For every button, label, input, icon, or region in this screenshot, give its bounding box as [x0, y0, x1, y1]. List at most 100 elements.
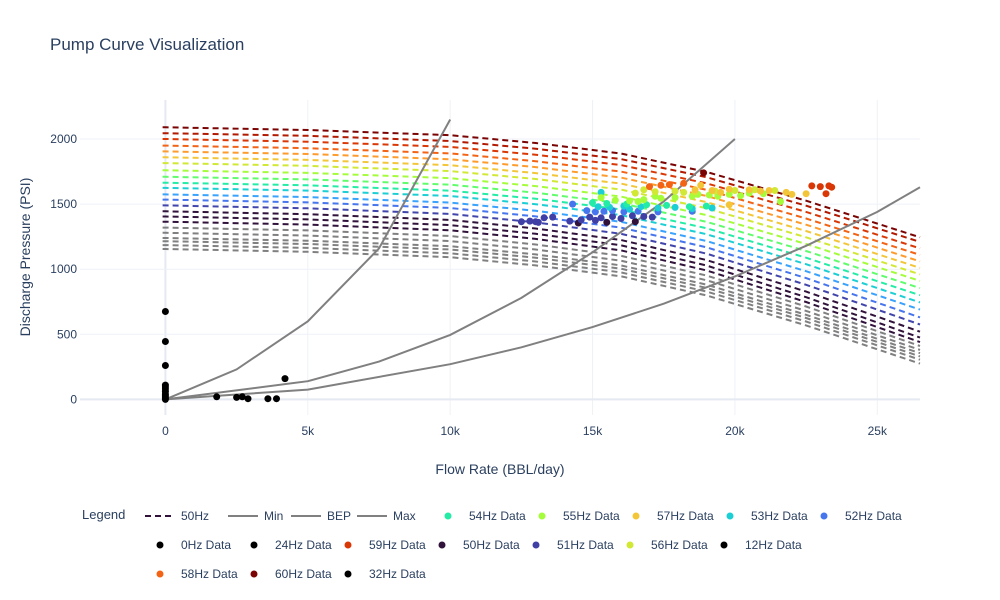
data-point-55hz-data: [640, 196, 648, 204]
pump-curve-42hz: [162, 237, 921, 355]
legend-item[interactable]: 58Hz Data: [156, 567, 239, 581]
pump-curve-51hz: [162, 186, 921, 304]
data-point-51hz-data: [591, 216, 599, 224]
operating-lines-layer: [165, 119, 921, 401]
data-point-58hz-data: [657, 181, 665, 189]
pump-curve-52hz: [162, 181, 921, 297]
data-point-55hz-data: [657, 194, 665, 202]
legend-item[interactable]: 55Hz Data: [538, 509, 621, 523]
data-point-24hz-data: [213, 393, 221, 401]
data-point-59hz-data: [828, 183, 836, 191]
data-point-56hz-data: [771, 187, 779, 194]
pump-curve-46hz: [162, 215, 921, 339]
legend-label: 50Hz: [181, 509, 209, 523]
pump-curve-61hz: [162, 126, 921, 239]
legend-label: 58Hz Data: [181, 567, 238, 581]
legend-marker: [438, 541, 446, 549]
data-point-59hz-data: [822, 190, 830, 198]
data-point-56hz-data: [640, 186, 648, 194]
legend-item[interactable]: 0Hz Data: [156, 538, 232, 552]
data-point-57hz-data: [802, 190, 810, 198]
legend-marker: [720, 541, 728, 549]
data-point-51hz-data: [597, 214, 605, 222]
legend-item[interactable]: 56Hz Data: [626, 538, 709, 552]
y-tick-label: 1500: [50, 197, 77, 211]
legend-item[interactable]: 53Hz Data: [726, 509, 809, 523]
data-point-55hz-data: [671, 194, 679, 202]
x-tick-label: 5k: [301, 424, 315, 438]
x-axis-title: Flow Rate (BBL/day): [435, 461, 564, 477]
legend-item[interactable]: 50Hz: [145, 509, 209, 523]
pump-curve-50hz: [162, 193, 921, 311]
data-point-51hz-data: [526, 217, 534, 225]
data-point-0hz-data: [161, 381, 169, 389]
data-point-24hz-data: [238, 393, 246, 401]
legend-marker: [250, 570, 258, 578]
data-point-56hz-data: [680, 188, 688, 196]
legend-item[interactable]: 32Hz Data: [344, 567, 427, 581]
legend-label: 0Hz Data: [181, 538, 231, 552]
chart-title: Pump Curve Visualization: [50, 35, 244, 54]
data-point-51hz-data: [566, 217, 574, 225]
data-point-50hz-data: [603, 218, 611, 226]
legend-label: 12Hz Data: [745, 538, 802, 552]
data-point-56hz-data: [731, 187, 739, 194]
legend-label: 57Hz Data: [657, 509, 714, 523]
data-point-59hz-data: [816, 183, 824, 191]
legend-item[interactable]: 59Hz Data: [344, 538, 427, 552]
legend-marker: [344, 541, 352, 549]
legend-item[interactable]: 60Hz Data: [250, 567, 333, 581]
data-point-58hz-data: [646, 183, 653, 191]
pump-curve-56hz: [162, 156, 921, 269]
pump-curve-39hz: [162, 248, 921, 365]
legend-item[interactable]: 51Hz Data: [532, 538, 615, 552]
legend-marker: [532, 541, 540, 549]
pump-curve-58hz: [162, 144, 921, 256]
legend-marker: [156, 570, 164, 578]
y-axis-title: Discharge Pressure (PSI): [17, 178, 33, 337]
axis-ticks: 0 5k 10k 15k 20k 25k 0 500 1000 1500 2000: [50, 132, 888, 438]
data-point-57hz-data: [697, 181, 705, 189]
data-point-50hz-data: [631, 218, 639, 226]
data-point-24hz-data: [233, 393, 241, 401]
data-point-55hz-data: [737, 192, 745, 200]
data-point-0hz-data: [161, 308, 169, 315]
data-point-55hz-data: [626, 197, 634, 205]
legend-title: Legend: [82, 507, 125, 522]
x-tick-label: 10k: [440, 424, 460, 438]
legend-label: Max: [393, 509, 416, 523]
pump-curve-57hz: [162, 150, 921, 263]
legend-item[interactable]: 50Hz Data: [438, 538, 521, 552]
data-point-55hz-data: [634, 198, 642, 205]
data-point-53hz-data: [708, 204, 716, 212]
data-point-58hz-data: [665, 181, 673, 189]
legend-label: 24Hz Data: [275, 538, 332, 552]
legend-label: 55Hz Data: [563, 509, 620, 523]
data-point-0hz-data: [161, 338, 169, 345]
legend-item[interactable]: Max: [357, 509, 416, 523]
pump-curve-60hz: [162, 132, 921, 243]
legend-item[interactable]: 12Hz Data: [720, 538, 803, 552]
legend-item[interactable]: 52Hz Data: [820, 509, 903, 523]
data-point-53hz-data: [594, 203, 602, 211]
legend-label: 32Hz Data: [369, 567, 426, 581]
data-point-57hz-data: [691, 186, 699, 194]
pump-curve-44hz: [162, 226, 921, 347]
data-point-57hz-data: [745, 186, 753, 194]
data-point-60hz-data: [700, 169, 708, 177]
x-tick-label: 0: [162, 424, 169, 438]
legend-item[interactable]: 54Hz Data: [444, 509, 527, 523]
y-tick-label: 2000: [50, 132, 77, 146]
data-point-58hz-data: [680, 179, 688, 187]
data-point-54hz-data: [702, 202, 710, 210]
data-point-52hz-data: [583, 207, 591, 215]
legend-item[interactable]: 24Hz Data: [250, 538, 333, 552]
pump-curve-45hz: [162, 220, 921, 344]
pump-curve-53hz: [162, 175, 921, 290]
data-point-51hz-data: [540, 214, 548, 222]
data-point-51hz-data: [628, 212, 636, 220]
legend-item[interactable]: Min: [228, 509, 283, 523]
legend-item[interactable]: 57Hz Data: [632, 509, 715, 523]
legend-item[interactable]: BEP: [291, 509, 351, 523]
legend-marker: [820, 512, 828, 520]
